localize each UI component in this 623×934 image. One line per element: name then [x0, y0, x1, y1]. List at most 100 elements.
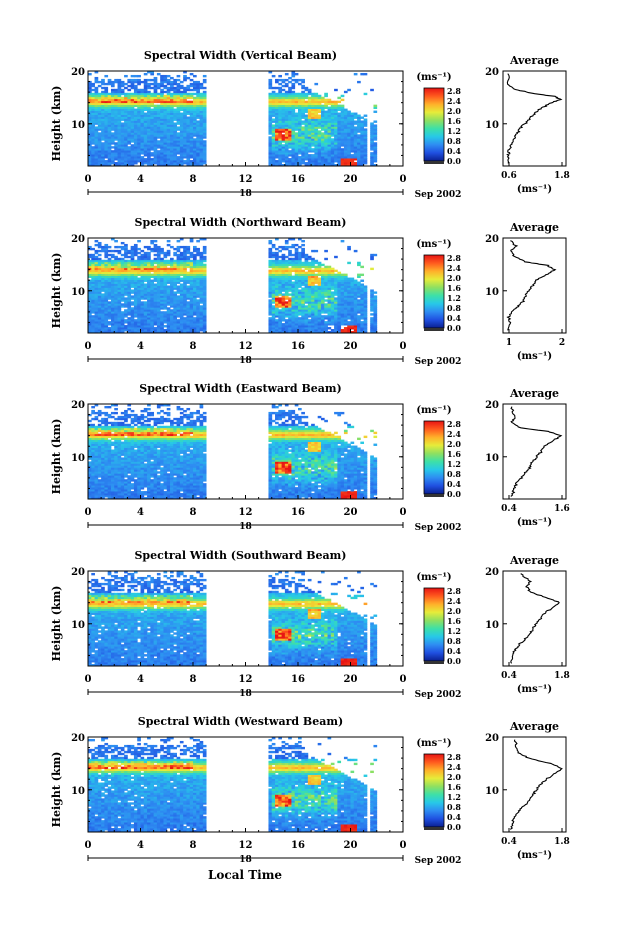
heatmap-cell — [111, 254, 115, 256]
heatmap-cell — [347, 89, 351, 91]
heatmap-cell — [124, 297, 128, 299]
heatmap-cell — [163, 91, 167, 93]
heatmap-cell — [183, 160, 187, 162]
heatmap-cell — [150, 248, 154, 250]
heatmap-cell — [288, 150, 292, 152]
heatmap-cell — [321, 268, 325, 270]
heatmap-cell — [357, 134, 361, 136]
heatmap-cell — [275, 319, 279, 321]
heatmap-cell — [150, 93, 154, 95]
heatmap-cell — [301, 79, 305, 81]
heatmap-cell — [173, 122, 177, 124]
heatmap-cell — [88, 73, 92, 75]
heatmap-cell — [272, 305, 276, 307]
heatmap-cell — [177, 254, 181, 256]
heatmap-cell — [272, 119, 276, 121]
heatmap-cell — [298, 246, 302, 248]
heatmap-cell — [104, 87, 108, 89]
x-tick-label: 12 — [239, 174, 253, 185]
heatmap-cell — [354, 120, 358, 122]
heatmap-cell — [180, 113, 184, 115]
heatmap-cell — [305, 115, 309, 117]
heatmap-cell — [177, 295, 181, 297]
heatmap-cell — [127, 89, 131, 91]
heatmap-cell — [278, 83, 282, 85]
heatmap-cell — [268, 270, 272, 272]
heatmap-cell — [101, 142, 105, 144]
heatmap-cell — [186, 101, 190, 103]
heatmap-cell — [144, 158, 148, 160]
heatmap-cell — [360, 73, 364, 75]
heatmap-cell — [98, 93, 102, 95]
heatmap-cell — [278, 309, 282, 311]
heatmap-cell — [167, 268, 171, 270]
heatmap-cell — [324, 315, 328, 317]
heatmap-cell — [298, 156, 302, 158]
heatmap-cell — [203, 87, 207, 89]
heatmap-cell — [177, 79, 181, 81]
heatmap-cell — [104, 260, 108, 262]
heatmap-cell — [121, 303, 125, 305]
average-y-tick-label: 10 — [485, 120, 499, 131]
heatmap-cell — [311, 154, 315, 156]
heatmap-cell — [163, 95, 167, 97]
heatmap-cell — [373, 111, 377, 113]
heatmap-cell — [101, 293, 105, 295]
heatmap-cell — [177, 319, 181, 321]
heatmap-cell — [131, 144, 135, 146]
heatmap-cell — [282, 323, 286, 325]
heatmap-cell — [344, 109, 348, 111]
average-y-tick-label: 20 — [485, 67, 499, 78]
heatmap-cell — [141, 89, 145, 91]
heatmap-cell — [321, 315, 325, 317]
heatmap-cell — [190, 73, 194, 75]
panel-title: Spectral Width (Northward Beam) — [135, 216, 347, 229]
heatmap-cell — [278, 246, 282, 248]
heatmap-cell — [141, 250, 145, 252]
heatmap-cell — [111, 250, 115, 252]
heatmap-cell — [324, 99, 328, 101]
heatmap-cell — [334, 101, 338, 103]
heatmap-cell — [314, 266, 318, 268]
heatmap-cell — [173, 248, 177, 250]
heatmap-cell — [298, 83, 302, 85]
heatmap-cell — [305, 162, 309, 164]
heatmap-cell — [183, 75, 187, 77]
colorbar-tick-label: 1.6 — [447, 116, 461, 126]
heatmap-cell — [137, 252, 141, 254]
heatmap-cell — [167, 240, 171, 242]
heatmap-cell — [124, 319, 128, 321]
heatmap-cell — [131, 75, 135, 77]
heatmap-cell — [282, 93, 286, 95]
heatmap-cell — [127, 256, 131, 258]
heatmap-cell — [288, 246, 292, 248]
heatmap-cell — [124, 325, 128, 327]
heatmap-cell — [364, 73, 368, 75]
heatmap-cell — [121, 254, 125, 256]
heatmap-cell — [150, 240, 154, 242]
heatmap-cell — [354, 126, 358, 128]
heatmap-cell — [278, 75, 282, 77]
heatmap-cell — [301, 85, 305, 87]
heatmap-cell — [141, 156, 145, 158]
heatmap-cell — [127, 317, 131, 319]
heatmap-cell — [160, 75, 164, 77]
heatmap-cell — [314, 93, 318, 95]
heatmap-cell — [328, 327, 332, 329]
heatmap-cell — [331, 268, 335, 270]
heatmap-cell — [291, 244, 295, 246]
heatmap-cell — [101, 79, 105, 81]
heatmap-cell — [351, 154, 355, 156]
heatmap-cell — [121, 258, 125, 260]
heatmap-cell — [268, 136, 272, 138]
heatmap-cell — [121, 89, 125, 91]
heatmap-cell — [177, 132, 181, 134]
heatmap-cell — [95, 240, 99, 242]
heatmap-cell — [114, 79, 118, 81]
heatmap-cell — [344, 327, 348, 329]
heatmap-cell — [268, 317, 272, 319]
heatmap-cell — [144, 301, 148, 303]
heatmap-cell — [114, 142, 118, 144]
heatmap-cell — [173, 87, 177, 89]
heatmap-cell — [311, 258, 315, 260]
